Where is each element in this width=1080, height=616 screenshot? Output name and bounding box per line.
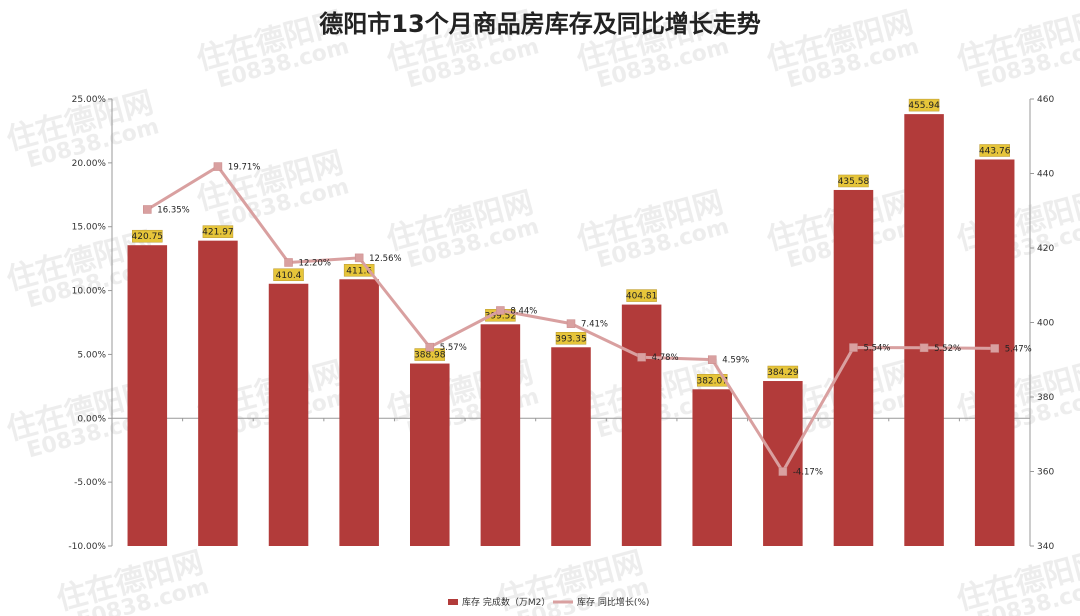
bar-series: 420.75 421.97 410.4 411.6 388.98 399.52 393.35… bbox=[127, 98, 1015, 547]
bar bbox=[339, 279, 379, 546]
line-data-label: -4.17% bbox=[793, 468, 823, 478]
bar bbox=[409, 363, 450, 546]
y-right-tick-label: 400 bbox=[1037, 319, 1054, 329]
y-right-tick-label: 460 bbox=[1037, 95, 1054, 105]
bar-label-box bbox=[626, 289, 657, 302]
bar-data-label: 411.6 bbox=[346, 266, 372, 276]
bar-label-box bbox=[979, 144, 1010, 157]
bar-label-box bbox=[202, 225, 234, 238]
bar-label-box bbox=[132, 229, 163, 243]
legend-label-line: 库存 同比增长(%) bbox=[577, 596, 649, 608]
y-right-tick-label: 340 bbox=[1037, 542, 1054, 552]
legend-label-bar: 库存 完成数（万M2） bbox=[462, 596, 550, 608]
line-point bbox=[284, 258, 293, 267]
line-series: 16.35% 19.71% 12.20% 12.56% 5.57% 8.44% 7.41% 4… bbox=[143, 162, 1032, 478]
y-left-tick-label: 25.00% bbox=[72, 95, 107, 105]
bar-data-label: 393.35 bbox=[555, 334, 587, 344]
bar-label-box bbox=[273, 268, 304, 282]
line-point bbox=[213, 162, 223, 171]
bar bbox=[974, 159, 1015, 546]
line-point bbox=[990, 344, 999, 353]
bar-data-label: 443.76 bbox=[979, 146, 1011, 156]
bar-data-label: 404.81 bbox=[626, 292, 658, 302]
bar bbox=[621, 304, 662, 546]
line-point bbox=[919, 343, 929, 353]
line-point bbox=[425, 342, 435, 352]
line-point bbox=[778, 467, 788, 476]
bar bbox=[763, 381, 803, 546]
line-data-label: 12.20% bbox=[299, 258, 331, 268]
bar bbox=[127, 245, 168, 547]
y-right-tick-label: 360 bbox=[1037, 468, 1054, 478]
line-data-label: 5.54% bbox=[863, 344, 890, 354]
y-right-tick-label: 380 bbox=[1037, 393, 1054, 403]
bar-data-label: 420.75 bbox=[132, 232, 164, 242]
line-data-label: 5.52% bbox=[934, 344, 961, 354]
y-left-tick-label: 5.00% bbox=[77, 350, 106, 360]
legend: 库存 完成数（万M2） 库存 同比增长(%) bbox=[448, 596, 649, 608]
line-data-label: 16.35% bbox=[157, 205, 189, 215]
bar-data-label: 384.29 bbox=[767, 368, 799, 378]
line-point bbox=[143, 205, 152, 214]
line-data-label: 12.56% bbox=[369, 254, 401, 264]
bar-data-label: 382.07 bbox=[696, 376, 728, 386]
y-left-tick-label: 10.00% bbox=[72, 287, 107, 297]
bar-data-label: 410.4 bbox=[276, 271, 302, 281]
y-left-tick-label: -5.00% bbox=[74, 478, 106, 488]
line-data-label: 19.71% bbox=[228, 163, 260, 173]
bar-data-label: 435.58 bbox=[838, 177, 870, 187]
line-data-label: 4.78% bbox=[652, 353, 679, 363]
line-point bbox=[354, 253, 364, 263]
bar-label-box bbox=[696, 374, 728, 387]
y-right-tick-label: 420 bbox=[1037, 244, 1054, 254]
y-left-tick-label: 15.00% bbox=[72, 223, 107, 233]
bar-label-box bbox=[838, 174, 869, 188]
bar-label-box bbox=[908, 98, 940, 112]
bar bbox=[198, 240, 238, 546]
chart-title: 德阳市13个月商品房库存及同比增长走势 bbox=[319, 10, 760, 38]
bar bbox=[480, 324, 521, 546]
line-data-label: 5.47% bbox=[1005, 344, 1032, 354]
line-point bbox=[496, 306, 505, 315]
line-point bbox=[566, 319, 576, 328]
bar bbox=[551, 347, 591, 546]
line-data-label: 7.41% bbox=[581, 320, 608, 330]
legend-swatch-bar bbox=[448, 599, 458, 605]
y-left-tick-label: 0.00% bbox=[77, 414, 106, 424]
bar bbox=[268, 283, 309, 546]
bar bbox=[904, 114, 944, 546]
line-data-label: 8.44% bbox=[510, 306, 537, 316]
bar-label-box bbox=[767, 365, 799, 379]
bar-label-box bbox=[555, 332, 587, 345]
y-left-tick-label: -10.00% bbox=[68, 542, 106, 552]
bar-data-label: 399.52 bbox=[485, 311, 517, 321]
line-data-label: 5.57% bbox=[440, 343, 467, 353]
bar bbox=[833, 189, 874, 547]
y-left-tick-label: 20.00% bbox=[72, 159, 107, 169]
y-right-tick-label: 440 bbox=[1037, 170, 1054, 180]
line-point bbox=[849, 343, 858, 352]
line-point bbox=[707, 355, 717, 364]
bar-data-label: 421.97 bbox=[202, 228, 234, 238]
bar-data-label: 388.98 bbox=[414, 351, 446, 361]
line-data-label: 4.59% bbox=[722, 356, 749, 366]
line-point bbox=[637, 352, 646, 362]
bar-data-label: 455.94 bbox=[908, 101, 940, 111]
bar bbox=[692, 389, 733, 546]
